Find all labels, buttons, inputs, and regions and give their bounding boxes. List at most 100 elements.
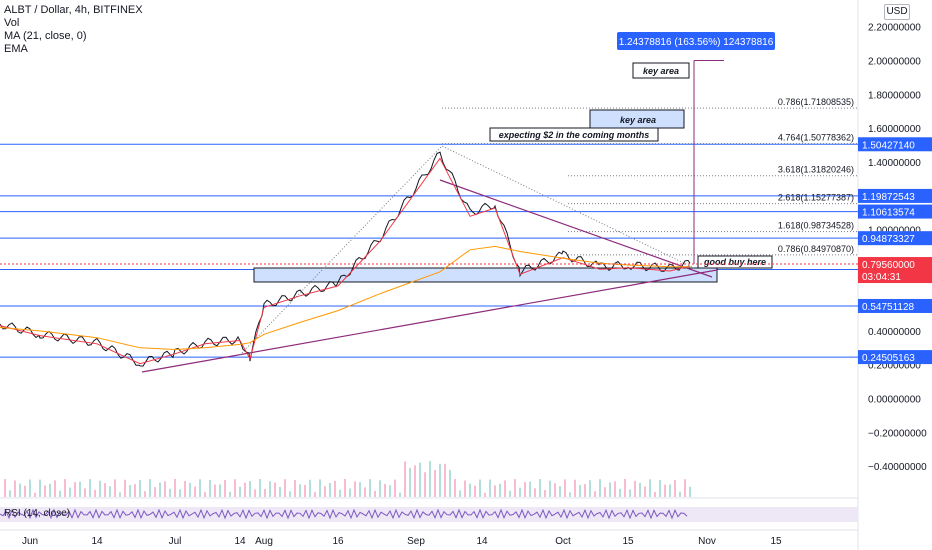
volume-bar bbox=[674, 479, 676, 497]
y-tick-label: 1.60000000 bbox=[868, 124, 921, 135]
volume-bar bbox=[314, 492, 316, 497]
key-area-label: key area bbox=[643, 66, 679, 76]
volume-bar bbox=[129, 485, 131, 497]
y-tick-label: 0.40000000 bbox=[868, 327, 921, 338]
volume-bar bbox=[534, 488, 536, 497]
x-tick-label: Jul bbox=[169, 536, 182, 547]
key-area-label: key area bbox=[620, 115, 656, 125]
volume-bar bbox=[234, 479, 236, 497]
volume-bar bbox=[254, 489, 256, 497]
good-buy-note: good buy here bbox=[703, 257, 766, 267]
volume-bar bbox=[399, 492, 401, 497]
current-price-label: 0.79560000 bbox=[862, 260, 915, 271]
volume-bar bbox=[49, 483, 51, 497]
volume-bar bbox=[269, 481, 271, 497]
annotation-boxes: key area key area expecting $2 in the comi… bbox=[253, 62, 773, 283]
volume-bar bbox=[19, 483, 21, 497]
volume-bar bbox=[79, 481, 81, 497]
ma-indicator-label[interactable]: MA (21, close, 0) bbox=[4, 30, 87, 42]
rsi-indicator-label[interactable]: RSI (14, close) bbox=[4, 508, 71, 519]
time-axis[interactable]: Jun 14 Jul 14 Aug 16 Sep 14 Oct 15 Nov 15 bbox=[22, 536, 782, 547]
descending-trendline bbox=[439, 179, 713, 278]
volume-bar bbox=[294, 480, 296, 497]
y-tick-label: 2.20000000 bbox=[868, 23, 921, 34]
volume-bar bbox=[649, 479, 651, 497]
level-tag-label: 0.24505163 bbox=[862, 353, 915, 364]
volume-bar bbox=[514, 479, 516, 497]
x-tick-label: 16 bbox=[332, 536, 344, 547]
volume-bar bbox=[259, 479, 261, 497]
volume-bar bbox=[264, 488, 266, 497]
volume-bar bbox=[134, 484, 136, 497]
currency-button[interactable]: USD bbox=[884, 4, 910, 20]
level-tag-label: 1.19872543 bbox=[862, 192, 915, 203]
fib-label: 2.618(1.15277387) bbox=[778, 193, 854, 203]
volume-bar bbox=[109, 486, 111, 497]
fib-label: 4.764(1.50778362) bbox=[778, 133, 854, 143]
x-tick-label: 15 bbox=[770, 536, 782, 547]
volume-bar bbox=[124, 479, 126, 497]
price-axis[interactable]: 2.20000000 2.00000000 1.80000000 1.60000000… bbox=[868, 23, 927, 473]
volume-bar bbox=[279, 487, 281, 497]
volume-bar bbox=[504, 480, 506, 497]
volume-bar bbox=[354, 481, 356, 497]
x-tick-label: Sep bbox=[407, 536, 425, 547]
x-tick-label: 14 bbox=[476, 536, 488, 547]
y-tick-label: 2.00000000 bbox=[868, 57, 921, 68]
volume-bar bbox=[489, 479, 491, 497]
volume-bar bbox=[4, 479, 6, 497]
volume-bar bbox=[444, 463, 446, 497]
x-tick-label: 14 bbox=[91, 536, 103, 547]
volume-bar bbox=[74, 482, 76, 497]
volume-bar bbox=[54, 480, 56, 497]
volume-bar bbox=[554, 483, 556, 497]
volume-bar bbox=[454, 479, 456, 497]
symbol-title[interactable]: ALBT / Dollar, 4h, BITFINEX bbox=[4, 4, 143, 16]
volume-bars bbox=[4, 461, 691, 497]
volume-bar bbox=[339, 489, 341, 497]
level-tag bbox=[858, 350, 932, 365]
volume-bar bbox=[184, 480, 186, 497]
volume-bar bbox=[199, 479, 201, 497]
volume-bar bbox=[559, 486, 561, 497]
volume-bar bbox=[539, 479, 541, 497]
volume-bar bbox=[679, 491, 681, 497]
volume-bar bbox=[494, 485, 496, 497]
x-tick-label: Jun bbox=[22, 536, 38, 547]
volume-bar bbox=[384, 483, 386, 497]
volume-bar bbox=[119, 492, 121, 497]
level-tag-label: 1.50427140 bbox=[862, 140, 915, 151]
volume-bar bbox=[239, 486, 241, 497]
volume-bar bbox=[564, 479, 566, 497]
key-area-box bbox=[632, 62, 690, 79]
volume-bar bbox=[209, 479, 211, 497]
volume-bar bbox=[189, 482, 191, 497]
volume-bar bbox=[569, 492, 571, 497]
volume-bar bbox=[404, 461, 406, 497]
volume-bar bbox=[244, 482, 246, 497]
volume-bar bbox=[84, 488, 86, 497]
level-tag bbox=[858, 204, 932, 219]
volume-bar bbox=[424, 472, 426, 497]
level-tag bbox=[858, 231, 932, 246]
vol-indicator-label[interactable]: Vol bbox=[4, 17, 20, 29]
ema-indicator-label[interactable]: EMA bbox=[4, 43, 28, 55]
volume-bar bbox=[544, 489, 546, 497]
volume-bar bbox=[659, 479, 661, 497]
volume-bar bbox=[164, 481, 166, 497]
volume-bar bbox=[519, 487, 521, 497]
volume-bar bbox=[414, 465, 416, 497]
volume-bar bbox=[229, 491, 231, 497]
volume-bar bbox=[224, 479, 226, 497]
volume-bar bbox=[684, 479, 686, 497]
volume-bar bbox=[609, 482, 611, 497]
volume-bar bbox=[309, 479, 311, 497]
volume-bar bbox=[419, 462, 421, 497]
volume-bar bbox=[474, 485, 476, 497]
trend-lines: 1.24378816 (163.56%) 124378816 bbox=[141, 32, 775, 373]
volume-bar bbox=[274, 482, 276, 497]
volume-bar bbox=[104, 483, 106, 497]
volume-bar bbox=[374, 490, 376, 497]
volume-bar bbox=[584, 484, 586, 497]
